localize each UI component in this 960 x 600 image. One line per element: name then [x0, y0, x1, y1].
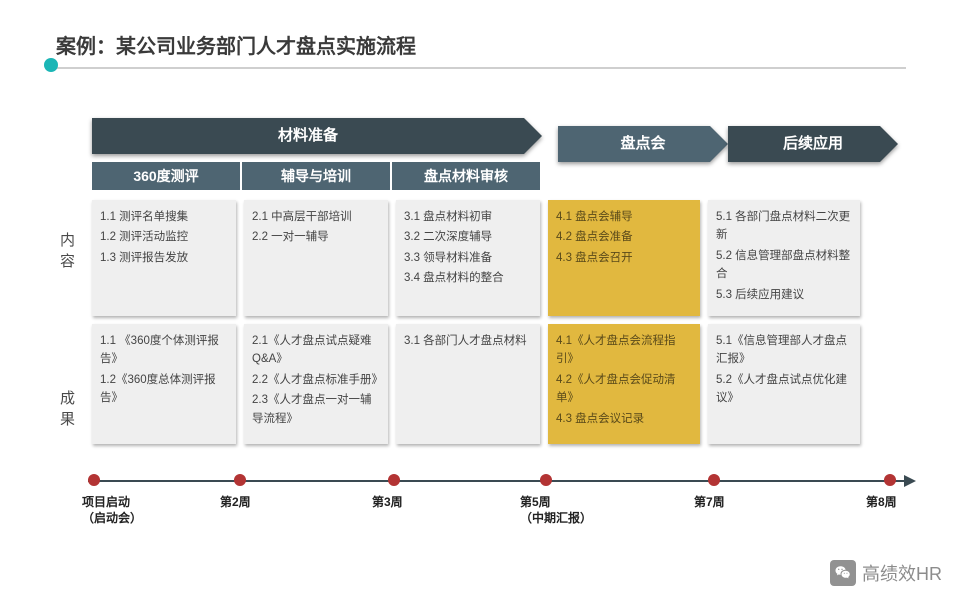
output-line: 5.2《人才盘点试点优化建议》 [716, 371, 852, 408]
output-line: 4.2《人才盘点会促动清单》 [556, 371, 692, 408]
timeline-tick [388, 474, 400, 486]
output-line: 2.1《人才盘点试点疑难Q&A》 [252, 332, 380, 369]
content-line: 1.1 测评名单搜集 [100, 208, 228, 226]
timeline-tick [88, 474, 100, 486]
subphase-bar: 360度测评 辅导与培训 盘点材料审核 [92, 162, 542, 190]
content-line: 5.2 信息管理部盘点材料整合 [716, 247, 852, 284]
timeline-label: 第5周（中期汇报） [520, 494, 592, 526]
content-line: 3.2 二次深度辅导 [404, 228, 532, 246]
content-cell-4: 4.1 盘点会辅导 4.2 盘点会准备 4.3 盘点会召开 [548, 200, 700, 316]
timeline-tick [708, 474, 720, 486]
subphase-2: 辅导与培训 [242, 162, 390, 190]
content-line: 3.4 盘点材料的整合 [404, 269, 532, 287]
content-line: 1.2 测评活动监控 [100, 228, 228, 246]
columns-container: 1.1 测评名单搜集 1.2 测评活动监控 1.3 测评报告发放 1.1 《360度个… [92, 200, 860, 444]
phase-b-label: 盘点会 [620, 135, 665, 152]
output-cell-2: 2.1《人才盘点试点疑难Q&A》 2.2《人才盘点标准手册》 2.3《人才盘点一对一… [244, 324, 388, 444]
column-4: 4.1 盘点会辅导 4.2 盘点会准备 4.3 盘点会召开 4.1《人才盘点会流程指引… [548, 200, 700, 444]
accent-dot [44, 58, 58, 72]
timeline-tick [540, 474, 552, 486]
output-cell-1: 1.1 《360度个体测评报告》1.2《360度总体测评报告》 [92, 324, 236, 444]
content-line: 5.1 各部门盘点材料二次更新 [716, 208, 852, 245]
phase-c-chevron: 后续应用 [728, 126, 880, 162]
output-line: 3.1 各部门人才盘点材料 [404, 332, 532, 350]
timeline-label: 第2周 [220, 494, 251, 510]
phase-b-chevron: 盘点会 [558, 126, 710, 162]
content-line: 5.3 后续应用建议 [716, 286, 852, 304]
content-line: 3.3 领导材料准备 [404, 249, 532, 267]
content-cell-3: 3.1 盘点材料初审 3.2 二次深度辅导 3.3 领导材料准备 3.4 盘点材料的整… [396, 200, 540, 316]
column-5: 5.1 各部门盘点材料二次更新5.2 信息管理部盘点材料整合 5.3 后续应用建议… [708, 200, 860, 444]
wechat-icon [830, 560, 856, 586]
output-line: 4.1《人才盘点会流程指引》 [556, 332, 692, 369]
column-2: 2.1 中高层干部培训 2.2 一对一辅导 2.1《人才盘点试点疑难Q&A》 2.2《… [244, 200, 388, 444]
timeline-label: 第7周 [694, 494, 725, 510]
output-line: 1.1 《360度个体测评报告》 [100, 332, 228, 369]
subphase-1: 360度测评 [92, 162, 240, 190]
content-line: 2.1 中高层干部培训 [252, 208, 380, 226]
output-cell-5: 5.1《信息管理部人才盘点汇报》5.2《人才盘点试点优化建议》 [708, 324, 860, 444]
output-line: 1.2《360度总体测评报告》 [100, 371, 228, 408]
content-cell-5: 5.1 各部门盘点材料二次更新5.2 信息管理部盘点材料整合 5.3 后续应用建议 [708, 200, 860, 316]
timeline-label: 第8周 [866, 494, 897, 510]
phase-a-label: 材料准备 [278, 127, 338, 144]
title-underline [56, 67, 906, 69]
content-line: 4.2 盘点会准备 [556, 228, 692, 246]
timeline-label: 项目启动（启动会） [82, 494, 142, 526]
subphase-3: 盘点材料审核 [392, 162, 540, 190]
output-line: 5.1《信息管理部人才盘点汇报》 [716, 332, 852, 369]
timeline-arrowhead-icon [904, 475, 916, 487]
column-1: 1.1 测评名单搜集 1.2 测评活动监控 1.3 测评报告发放 1.1 《360度个… [92, 200, 236, 444]
phase-a-chevron: 材料准备 [92, 118, 524, 154]
output-cell-4: 4.1《人才盘点会流程指引》4.2《人才盘点会促动清单》 4.3 盘点会议记录 [548, 324, 700, 444]
timeline-label: 第3周 [372, 494, 403, 510]
column-3: 3.1 盘点材料初审 3.2 二次深度辅导 3.3 领导材料准备 3.4 盘点材料的整… [396, 200, 540, 444]
output-cell-3: 3.1 各部门人才盘点材料 [396, 324, 540, 444]
timeline-tick [234, 474, 246, 486]
watermark: 高绩效HR [830, 560, 942, 586]
side-label-output: 成果 [56, 390, 77, 432]
content-line: 4.3 盘点会召开 [556, 249, 692, 267]
content-cell-2: 2.1 中高层干部培训 2.2 一对一辅导 [244, 200, 388, 316]
watermark-text: 高绩效HR [862, 560, 942, 586]
phase-c-label: 后续应用 [783, 135, 843, 152]
page-title: 案例：某公司业务部门人才盘点实施流程 [0, 0, 960, 67]
side-label-content: 内容 [56, 232, 77, 274]
output-line: 2.3《人才盘点一对一辅导流程》 [252, 391, 380, 428]
timeline-tick [884, 474, 896, 486]
content-cell-1: 1.1 测评名单搜集 1.2 测评活动监控 1.3 测评报告发放 [92, 200, 236, 316]
content-line: 3.1 盘点材料初审 [404, 208, 532, 226]
content-line: 1.3 测评报告发放 [100, 249, 228, 267]
output-line: 2.2《人才盘点标准手册》 [252, 371, 380, 389]
timeline [88, 480, 908, 482]
output-line: 4.3 盘点会议记录 [556, 410, 692, 428]
content-line: 4.1 盘点会辅导 [556, 208, 692, 226]
content-line: 2.2 一对一辅导 [252, 228, 380, 246]
